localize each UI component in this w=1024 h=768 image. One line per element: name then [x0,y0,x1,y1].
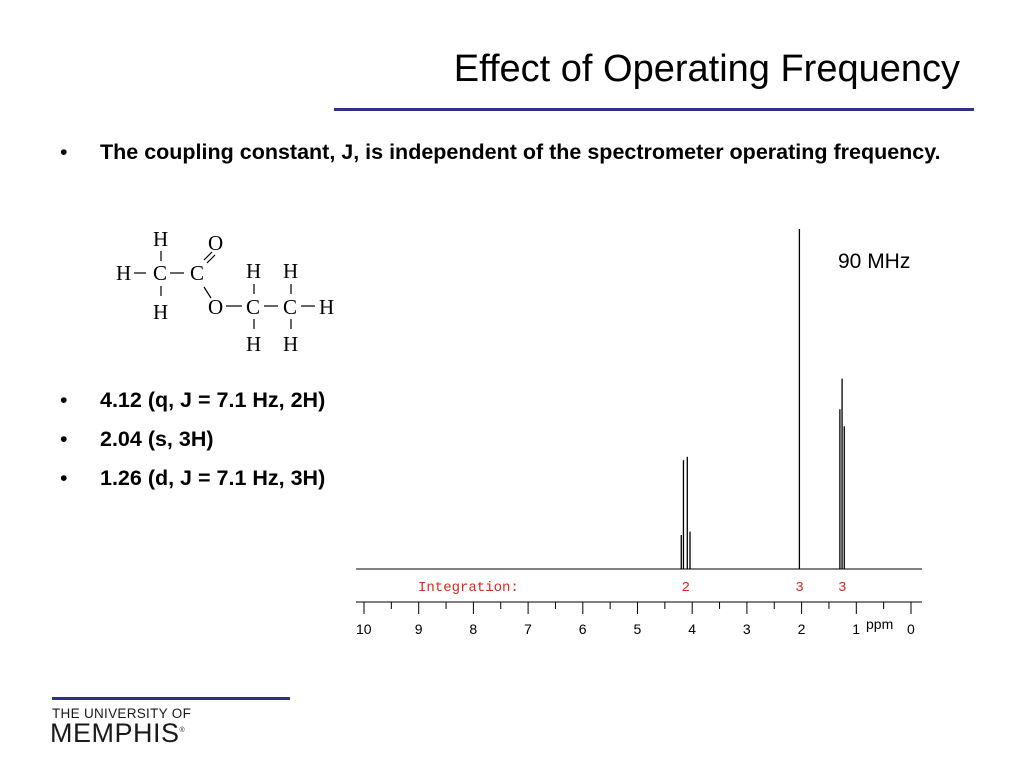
axis-tick-label: 4 [688,621,696,637]
bullet-dot: • [60,388,68,412]
university-main-text: MEMPHIS [50,718,180,748]
peak-bullet-text: 4.12 (q, J = 7.1 Hz, 2H) [100,388,326,412]
bullet-dot: • [60,466,68,490]
atom-h: H [283,332,298,356]
atom-c: C [190,261,204,285]
axis-tick-label: 5 [634,621,642,637]
atom-h: H [283,259,298,283]
atom-c: C [246,295,260,319]
slide-title: Effect of Operating Frequency [453,48,960,90]
intro-bullet-list: • The coupling constant, J, is independe… [60,136,960,169]
intro-bullet: • The coupling constant, J, is independe… [60,136,960,169]
peak-bullet: • 2.04 (s, 3H) [60,423,460,456]
peak-bullet-list: • 4.12 (q, J = 7.1 Hz, 2H) • 2.04 (s, 3H… [60,384,460,501]
axis-tick-label: 7 [524,621,532,637]
axis-tick-label: 8 [469,621,477,637]
peak-bullet: • 4.12 (q, J = 7.1 Hz, 2H) [60,384,460,417]
title-underline [334,108,974,111]
atom-h: H [153,227,168,251]
axis-ticks: 10 9 8 7 6 5 4 3 2 1 0 [356,602,915,637]
axis-tick-label: 2 [798,621,806,637]
integration-label: Integration: [418,580,519,596]
axis-tick-label: 3 [743,621,751,637]
atom-o: O [208,231,223,255]
intro-bullet-text: The coupling constant, J, is independent… [100,140,941,164]
registered-mark: ® [179,727,186,734]
atom-h: H [246,332,261,356]
atom-h: H [153,300,168,324]
peak-bullet: • 1.26 (d, J = 7.1 Hz, 3H) [60,462,460,495]
frequency-label: 90 MHz [838,250,911,273]
atom-h: H [116,261,131,285]
integration-value: 3 [795,580,803,596]
axis-tick-label: 6 [579,621,587,637]
university-name: MEMPHIS® [50,718,185,749]
bullet-dot: • [60,140,68,164]
atom-h: H [319,295,334,319]
axis-tick-label: 1 [852,621,860,637]
atom-o: O [208,295,223,319]
axis-tick-label: 9 [415,621,423,637]
atom-h: H [246,259,261,283]
axis-tick-label: 0 [907,621,915,637]
peak-bullet-text: 1.26 (d, J = 7.1 Hz, 3H) [100,466,326,490]
atom-c: C [283,295,297,319]
axis-unit: ppm [866,616,893,632]
peaks-group [680,229,845,569]
ethyl-acetate-structure: H H C C H O O C H H C H H H [116,227,334,356]
university-top-text: THE UNIVERSITY OF [52,706,192,721]
integration-value: 3 [838,580,846,596]
logo-rule [52,697,290,700]
axis-tick-label: 10 [356,621,372,637]
bullet-dot: • [60,427,68,451]
atom-c: C [153,261,167,285]
integration-value: 2 [682,580,690,596]
integration-values: 2 3 3 [682,580,847,596]
peak-bullet-text: 2.04 (s, 3H) [100,427,214,451]
